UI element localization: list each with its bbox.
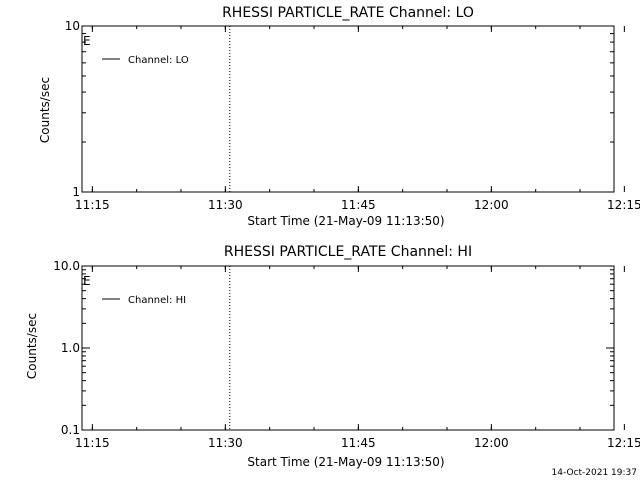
x-tick-label: 11:45	[341, 198, 376, 212]
x-tick-label: 12:00	[474, 436, 509, 450]
y-axis-label: Counts/sec	[25, 313, 39, 379]
x-tick-label: 11:30	[208, 198, 243, 212]
y-axis-label: Counts/sec	[38, 77, 52, 143]
plot-frame	[81, 25, 615, 193]
legend-entry: Channel: HI	[128, 295, 186, 306]
x-tick-label: 11:15	[75, 198, 110, 212]
y-tick-label: 1	[72, 185, 80, 199]
hi-channel-panel: RHESSI PARTICLE_RATE Channel: HI Counts/…	[25, 244, 640, 469]
legend-entry: Channel: LO	[128, 55, 189, 66]
y-tick-label: 10.0	[53, 259, 80, 273]
chart-title: RHESSI PARTICLE_RATE Channel: HI	[224, 244, 472, 260]
y-tick-label: 1.0	[61, 341, 80, 355]
lo-channel-panel: RHESSI PARTICLE_RATE Channel: LO Counts/…	[38, 5, 640, 228]
x-tick-label: 12:15	[607, 198, 640, 212]
event-marker: E	[83, 274, 91, 288]
generation-date: 14-Oct-2021 19:37	[552, 468, 637, 478]
y-tick-label: 0.1	[61, 423, 80, 437]
x-tick-label: 12:00	[474, 198, 509, 212]
x-tick-label: 11:15	[75, 436, 110, 450]
chart-title: RHESSI PARTICLE_RATE Channel: LO	[222, 5, 474, 21]
x-tick-label: 11:30	[208, 436, 243, 450]
x-tick-label: 11:45	[341, 436, 376, 450]
y-tick-label: 10	[65, 19, 80, 33]
x-tick-label: 12:15	[607, 436, 640, 450]
x-axis-label: Start Time (21-May-09 11:13:50)	[247, 455, 444, 469]
x-axis-label: Start Time (21-May-09 11:13:50)	[247, 214, 444, 228]
event-marker: E	[83, 34, 91, 48]
